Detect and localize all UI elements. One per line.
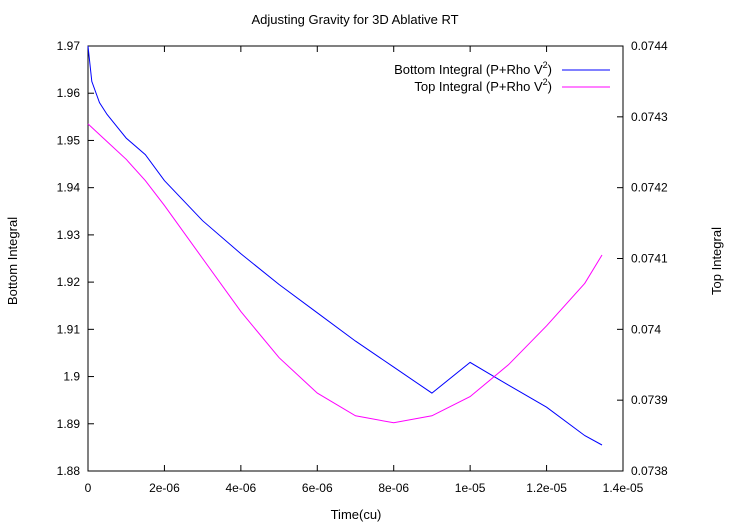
x-tick-label: 4e-06 — [226, 481, 257, 495]
y-axis-label: Bottom Integral — [5, 217, 20, 305]
series-lines — [87, 45, 603, 446]
y-tick-label: 1.93 — [57, 228, 81, 242]
y2-tick-label: 0.0742 — [631, 181, 668, 195]
y-tick-label: 1.95 — [57, 133, 81, 147]
x-tick-label: 2e-06 — [149, 481, 180, 495]
y2-tick-label: 0.0739 — [631, 393, 668, 407]
y2-axis-ticks: 0.0738 0.0739 0.074 0.0741 0.0742 0.0743 0.074… — [617, 39, 668, 478]
x-tick-label: 8e-06 — [378, 481, 409, 495]
y2-tick-label: 0.0744 — [631, 39, 668, 53]
y-tick-label: 1.9 — [63, 370, 80, 384]
y2-tick-label: 0.074 — [631, 322, 661, 336]
bottom-integral-line — [87, 45, 603, 446]
y-tick-label: 1.91 — [57, 322, 81, 336]
y2-tick-label: 0.0743 — [631, 110, 668, 124]
y-tick-label: 1.92 — [57, 275, 81, 289]
y-tick-label: 1.97 — [57, 39, 81, 53]
x-tick-label: 0 — [85, 481, 92, 495]
y2-axis-label: Top Integral — [709, 227, 724, 295]
x-axis-ticks: 0 2e-06 4e-06 6e-06 8e-06 1e-05 1.2e-05 1.4e-05 — [85, 46, 644, 495]
top-integral-line — [87, 123, 603, 424]
legend-label: Top Integral (P+Rho V2) — [414, 77, 552, 94]
x-axis-label: Time(cu) — [331, 507, 382, 522]
legend: Bottom Integral (P+Rho V2)Top Integral (… — [394, 60, 610, 94]
x-tick-label: 6e-06 — [302, 481, 333, 495]
y-axis-ticks: 1.88 1.89 1.9 1.91 1.92 1.93 1.94 1.95 1.96 1.97 — [57, 39, 94, 478]
y-tick-label: 1.96 — [57, 86, 81, 100]
y2-tick-label: 0.0741 — [631, 252, 668, 266]
x-tick-label: 1e-05 — [455, 481, 486, 495]
plot-frame — [87, 45, 624, 472]
x-tick-label: 1.4e-05 — [603, 481, 644, 495]
y2-tick-label: 0.0738 — [631, 464, 668, 478]
y-tick-label: 1.89 — [57, 417, 81, 431]
plot-border — [87, 45, 624, 472]
legend-label: Bottom Integral (P+Rho V2) — [394, 60, 552, 77]
y-tick-label: 1.94 — [57, 181, 81, 195]
x-tick-label: 1.2e-05 — [526, 481, 567, 495]
y-tick-label: 1.88 — [57, 464, 81, 478]
chart-title: Adjusting Gravity for 3D Ablative RT — [251, 12, 458, 27]
